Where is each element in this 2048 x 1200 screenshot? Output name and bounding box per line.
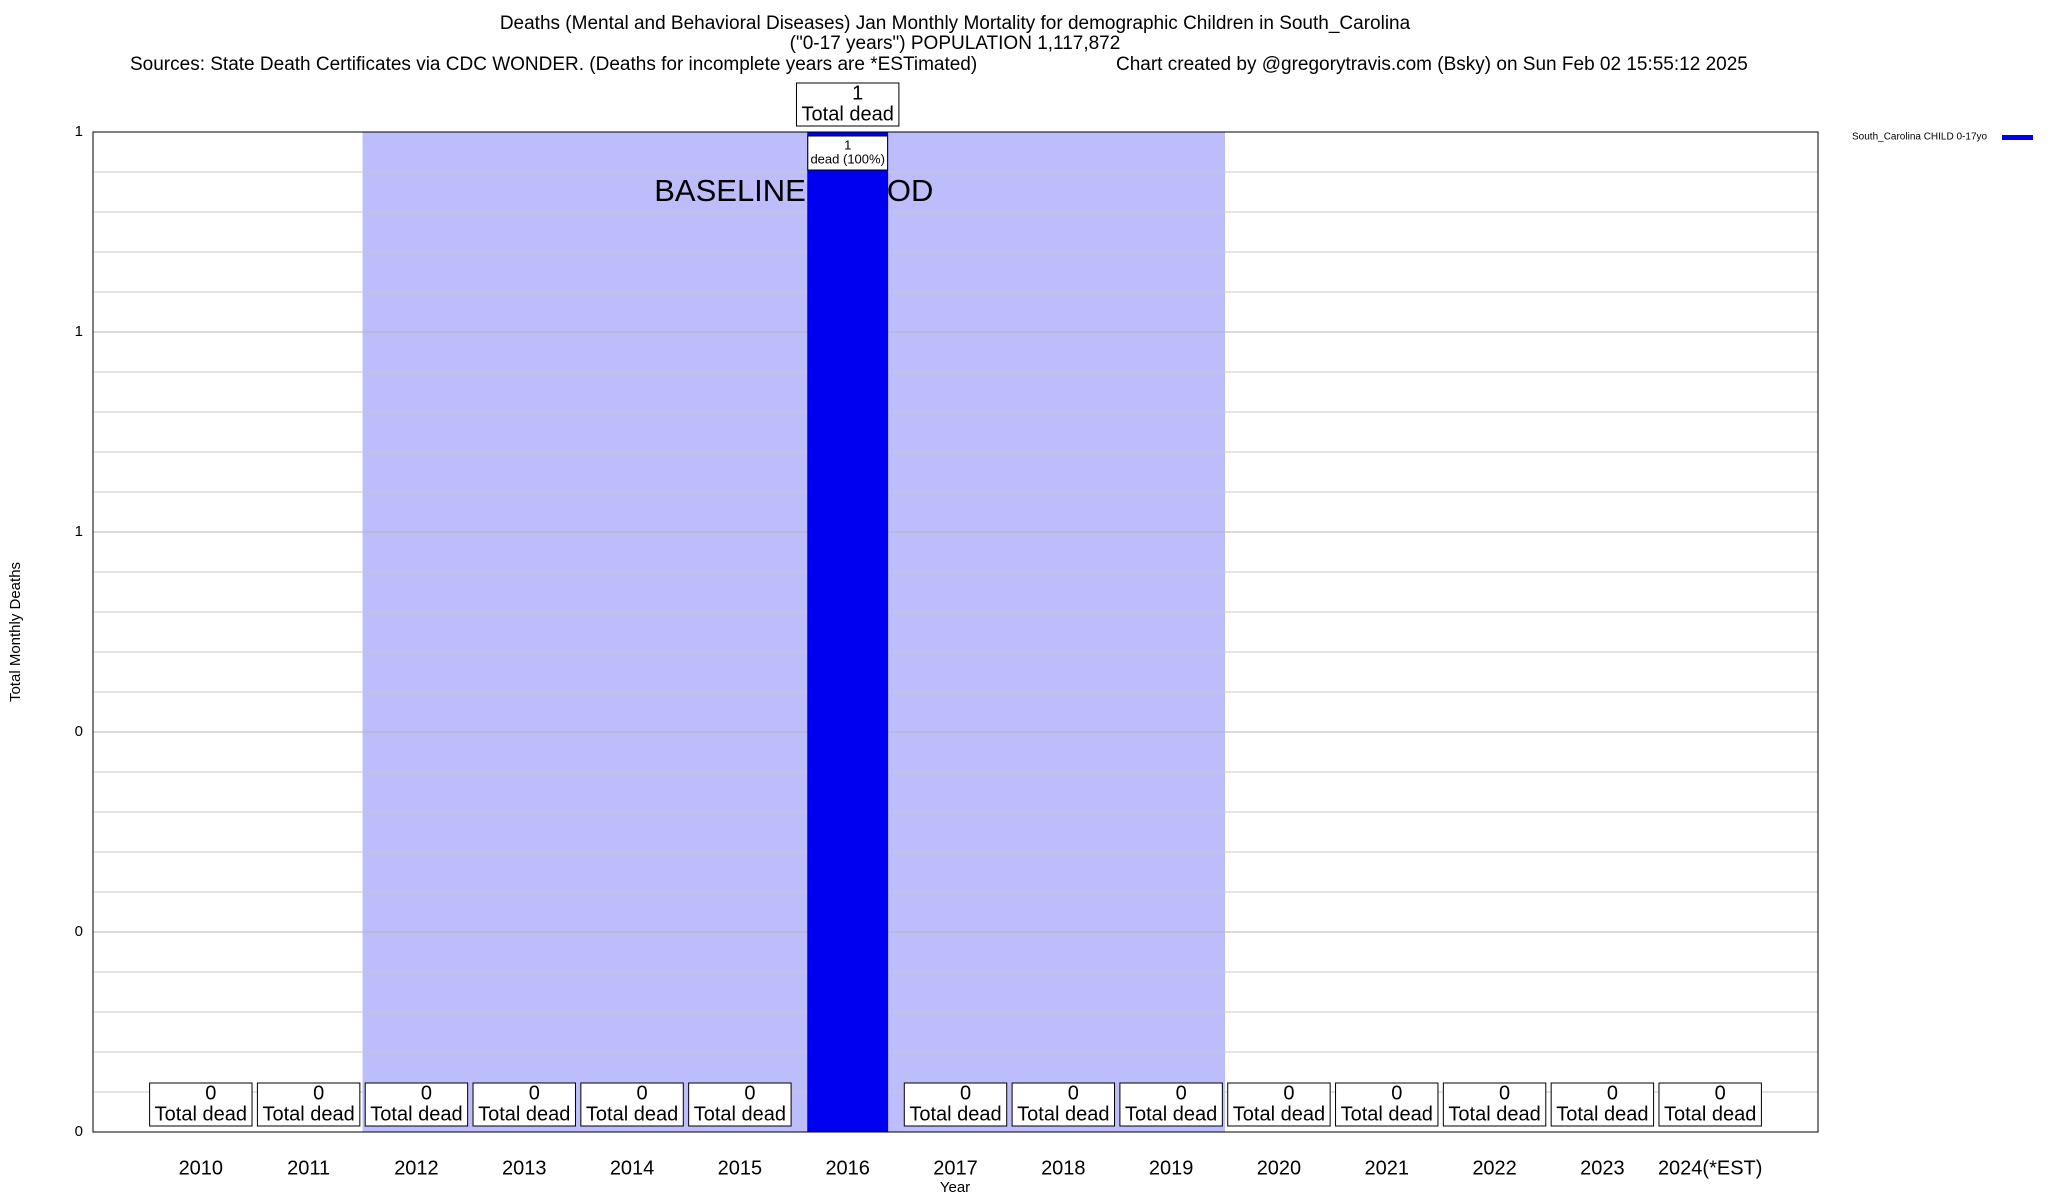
plot-frame (92, 131, 1819, 1133)
x-tick-label: 2022 (1472, 1157, 1517, 1179)
data-label-box (472, 1082, 576, 1127)
y-tick-label: 0 (75, 923, 83, 940)
data-label-text: Total dead (1664, 1103, 1756, 1125)
data-label-value: 0 (421, 1082, 432, 1104)
data-label-box (1335, 1082, 1439, 1127)
data-label-box (795, 82, 900, 127)
data-label-box (1550, 1082, 1655, 1127)
data-label-box (580, 1082, 684, 1127)
data-label-text: Total dead (1556, 1103, 1648, 1125)
data-label-box (1227, 1082, 1331, 1127)
data-label-text: Total dead (262, 1103, 354, 1125)
x-tick-label: 2014 (610, 1157, 655, 1179)
data-label-text: Total dead (1125, 1103, 1217, 1125)
x-tick-label: 2012 (394, 1157, 439, 1179)
data-label-text: Total dead (1233, 1103, 1325, 1125)
legend-swatch (2002, 135, 2033, 140)
inner-label-value: 1 (844, 137, 851, 152)
data-label-text: Total dead (1341, 1103, 1433, 1125)
x-axis-label: Year (940, 1179, 970, 1196)
data-label-value: 0 (313, 1082, 324, 1104)
data-label-value: 0 (529, 1082, 540, 1104)
data-label-box (1442, 1082, 1547, 1127)
x-tick-label: 2016 (825, 1157, 870, 1179)
data-label-box (364, 1082, 469, 1127)
data-label-text: Total dead (802, 103, 894, 125)
data-label-value: 0 (744, 1082, 755, 1104)
x-tick-label: 2017 (933, 1157, 978, 1179)
x-tick-label: 2018 (1041, 1157, 1086, 1179)
data-label-value: 0 (205, 1082, 216, 1104)
y-tick-label: 1 (75, 523, 83, 540)
data-label-box (1658, 1082, 1762, 1127)
baseline-label: BASELINE PERIOD (654, 173, 933, 208)
data-label-text: Total dead (478, 1103, 570, 1125)
data-label-box (1011, 1082, 1116, 1127)
x-tick-label: 2013 (502, 1157, 547, 1179)
data-label-box (903, 1082, 1008, 1127)
data-label-value: 0 (1391, 1082, 1402, 1104)
y-tick-label: 0 (75, 1123, 83, 1140)
inner-label: dead (100%) (810, 151, 884, 166)
inner-label-box (807, 135, 889, 171)
x-tick-label: 2011 (287, 1157, 330, 1179)
legend-label: South_Carolina CHILD 0-17yo (1852, 132, 1988, 143)
data-label-text: Total dead (909, 1103, 1001, 1125)
source-note: Sources: State Death Certificates via CD… (130, 54, 977, 75)
y-tick-label: 1 (75, 123, 83, 140)
bar (807, 132, 889, 1132)
data-label-value: 0 (637, 1082, 648, 1104)
data-label-box (688, 1082, 792, 1127)
y-tick-label: 0 (75, 723, 83, 740)
data-label-text: Total dead (1017, 1103, 1109, 1125)
baseline-shade (362, 132, 1226, 1132)
data-label-value: 0 (1176, 1082, 1187, 1104)
data-label-text: Total dead (694, 1103, 786, 1125)
data-label-value: 0 (1283, 1082, 1294, 1104)
data-label-value: 0 (1499, 1082, 1510, 1104)
data-label-text: Total dead (586, 1103, 678, 1125)
x-tick-label: 2023 (1580, 1157, 1625, 1179)
data-label-value: 0 (960, 1082, 971, 1104)
x-tick-label: 2010 (179, 1157, 224, 1179)
data-label-text: Total dead (155, 1103, 247, 1125)
y-axis-label: Total Monthly Deaths (7, 562, 24, 702)
data-label-text: Total dead (1448, 1103, 1540, 1125)
data-label-box (1119, 1082, 1223, 1127)
data-label-value: 0 (1715, 1082, 1726, 1104)
chart-title: Deaths (Mental and Behavioral Diseases) … (500, 13, 1411, 34)
data-label-box (256, 1082, 361, 1127)
data-label-value: 1 (852, 82, 863, 104)
data-label-text: Total dead (370, 1103, 462, 1125)
data-label-value: 0 (1068, 1082, 1079, 1104)
x-tick-label: 2020 (1257, 1157, 1302, 1179)
chart-subtitle: ("0-17 years") POPULATION 1,117,872 (790, 33, 1121, 54)
x-tick-label: 2019 (1149, 1157, 1194, 1179)
credit-note: Chart created by @gregorytravis.com (Bsk… (1116, 54, 1748, 75)
x-tick-label: 2015 (718, 1157, 763, 1179)
data-label-box (149, 1082, 253, 1127)
y-tick-label: 1 (75, 323, 83, 340)
x-tick-label: 2024(*EST) (1658, 1157, 1763, 1179)
x-tick-label: 2021 (1365, 1157, 1410, 1179)
data-label-value: 0 (1607, 1082, 1618, 1104)
